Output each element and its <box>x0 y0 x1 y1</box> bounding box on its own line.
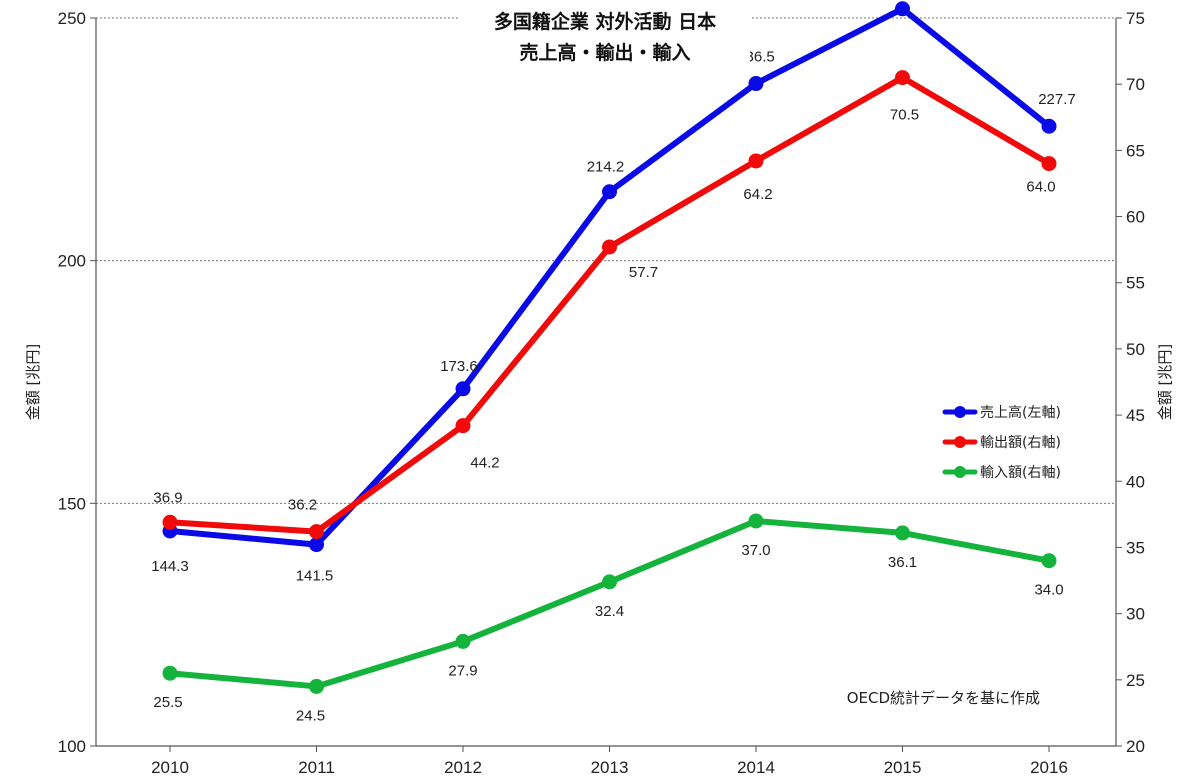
data-label: 44.2 <box>470 455 499 472</box>
data-label: 34.0 <box>1034 582 1063 599</box>
data-point <box>455 418 471 434</box>
axes <box>95 18 1117 747</box>
data-label: 144.3 <box>151 558 189 575</box>
right-tick-label: 60 <box>1126 208 1145 227</box>
data-label: 57.7 <box>629 264 658 281</box>
data-label: 24.5 <box>296 707 325 724</box>
data-point <box>895 525 910 541</box>
right-tick-label: 55 <box>1126 274 1145 293</box>
data-label: 64.0 <box>1026 179 1055 196</box>
right-tick-label: 70 <box>1126 75 1145 94</box>
data-point <box>1041 156 1057 172</box>
data-point <box>602 239 617 255</box>
right-tick-label: 35 <box>1126 538 1145 557</box>
x-tick-label: 2013 <box>591 758 629 777</box>
data-point <box>455 633 471 649</box>
series <box>162 1 1057 694</box>
x-tick-label: 2010 <box>151 758 189 777</box>
data-point <box>895 1 910 17</box>
right-tick-label: 50 <box>1126 340 1145 359</box>
data-label: 64.2 <box>743 186 772 203</box>
data-point <box>895 70 910 86</box>
title-line-1: 多国籍企業 対外活動 日本 <box>494 10 716 33</box>
data-label: 70.5 <box>890 107 919 124</box>
tick-labels: 100 150 200 250 20 25 30 35 40 45 50 55 60 65 70 75 2010… <box>58 9 1145 777</box>
data-label: 214.2 <box>587 159 625 176</box>
data-point <box>748 153 764 169</box>
legend-swatch-marker <box>954 436 966 448</box>
title-line-2: 売上高・輸出・輸入 <box>519 41 690 64</box>
right-tick-label: 45 <box>1126 406 1145 425</box>
data-point <box>602 184 617 200</box>
x-tick-label: 2016 <box>1030 758 1068 777</box>
legend-entry: 輸出額(右軸) <box>980 435 1061 451</box>
data-label: 36.1 <box>888 554 917 571</box>
legend-swatch-marker <box>954 466 966 478</box>
legend-entry: 輸入額(右軸) <box>980 465 1061 481</box>
data-point <box>455 381 471 397</box>
data-label: 27.9 <box>448 662 477 679</box>
data-point <box>602 574 617 590</box>
gridlines <box>96 17 1116 504</box>
left-tick-label: 250 <box>58 9 86 28</box>
left-tick-label: 200 <box>58 252 86 271</box>
data-point <box>748 76 764 92</box>
left-axis-label: 金額 [兆円] <box>24 344 42 420</box>
x-tick-label: 2015 <box>884 758 922 777</box>
chart-title: 多国籍企業 対外活動 日本 売上高・輸出・輸入 <box>460 6 750 72</box>
data-point <box>1041 553 1057 569</box>
right-tick-label: 20 <box>1126 737 1145 756</box>
data-label: 32.4 <box>595 603 624 620</box>
x-tick-label: 2014 <box>737 758 775 777</box>
source-note: OECD統計データを基に作成 <box>847 689 1040 707</box>
left-tick-label: 100 <box>58 737 86 756</box>
data-point <box>309 678 324 694</box>
data-label: 173.6 <box>440 358 478 375</box>
data-point <box>1041 118 1057 134</box>
right-tick-label: 30 <box>1126 605 1145 624</box>
data-point <box>162 665 178 681</box>
data-label: 141.5 <box>296 568 334 585</box>
data-labels: 144.3141.5173.6214.2236.5251.9227.736.93… <box>151 49 1076 725</box>
right-axis-label: 金額 [兆円] <box>1156 344 1174 420</box>
x-tick-label: 2012 <box>444 758 482 777</box>
data-label: 25.5 <box>153 694 182 711</box>
data-label: 36.9 <box>153 489 182 506</box>
right-tick-label: 25 <box>1126 671 1145 690</box>
x-tick-label: 2011 <box>298 758 335 777</box>
right-tick-label: 65 <box>1126 141 1145 160</box>
title-background <box>460 6 750 72</box>
data-label: 36.2 <box>288 497 317 514</box>
right-tick-label: 75 <box>1126 9 1145 28</box>
left-tick-label: 150 <box>58 494 86 513</box>
data-point <box>309 524 324 540</box>
right-tick-label: 40 <box>1126 472 1145 491</box>
data-label: 37.0 <box>741 542 770 559</box>
legend-entry: 売上高(左軸) <box>980 404 1061 421</box>
data-point <box>748 513 764 529</box>
data-point <box>309 537 324 553</box>
legend: 売上高(左軸) 輸出額(右軸) 輸入額(右軸) <box>942 404 1061 481</box>
data-point <box>162 514 178 530</box>
data-label: 227.7 <box>1038 91 1076 108</box>
series-line-1 <box>167 74 1052 535</box>
legend-swatch-marker <box>954 406 966 418</box>
